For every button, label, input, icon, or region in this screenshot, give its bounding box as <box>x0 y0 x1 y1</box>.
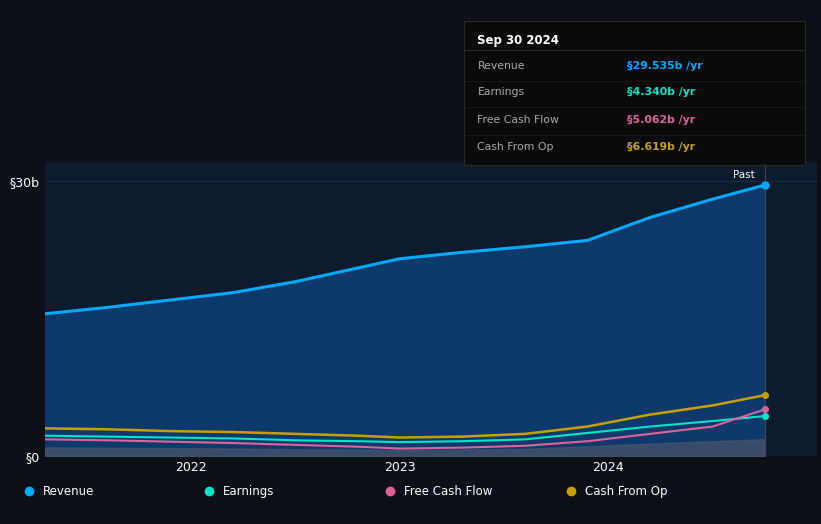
Text: §4.340b /yr: §4.340b /yr <box>627 87 695 97</box>
Text: Earnings: Earnings <box>478 87 525 97</box>
Text: Cash From Op: Cash From Op <box>585 485 667 498</box>
Text: Cash From Op: Cash From Op <box>478 142 554 152</box>
Text: Free Cash Flow: Free Cash Flow <box>404 485 493 498</box>
Text: Past: Past <box>732 170 754 180</box>
Text: Sep 30 2024: Sep 30 2024 <box>478 34 559 47</box>
Text: Revenue: Revenue <box>43 485 94 498</box>
Text: Earnings: Earnings <box>223 485 275 498</box>
Text: Free Cash Flow: Free Cash Flow <box>478 115 559 125</box>
Text: §29.535b /yr: §29.535b /yr <box>627 61 703 71</box>
Text: §5.062b /yr: §5.062b /yr <box>627 115 695 125</box>
Text: §6.619b /yr: §6.619b /yr <box>627 142 695 152</box>
Text: Revenue: Revenue <box>478 61 525 71</box>
